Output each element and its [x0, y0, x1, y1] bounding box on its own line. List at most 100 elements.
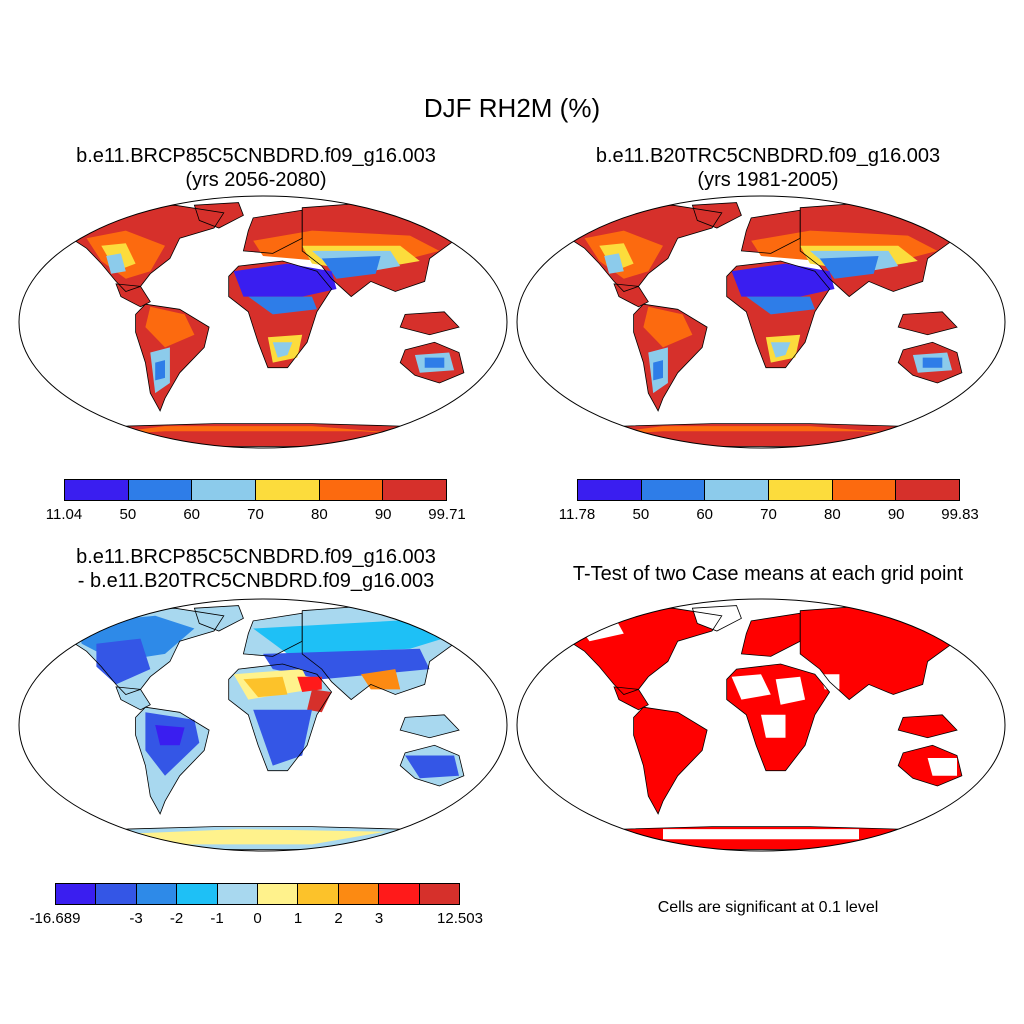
coastline-af [228, 260, 333, 369]
rh-region [145, 306, 195, 348]
map-border [18, 598, 508, 852]
colorbar-swatch [136, 884, 178, 904]
panel-3-title: b.e11.BRCP85C5CNBDRD.f09_g16.003 - b.e11… [0, 545, 512, 593]
significant-region [927, 758, 957, 776]
significant-region [663, 829, 859, 840]
diff-region [405, 755, 459, 779]
colorbar-label: -1 [210, 910, 224, 927]
colorbar-swatch [832, 480, 897, 500]
coastline-au [399, 744, 465, 787]
panel-1-title-line2: (yrs 2056-2080) [185, 169, 327, 191]
coastline-idn [897, 311, 958, 336]
colorbar-label: 80 [310, 506, 328, 523]
diff-region [297, 676, 322, 692]
colorbar-swatch [96, 884, 137, 904]
colorbar-swatch [319, 480, 384, 500]
significant-region [614, 686, 649, 710]
coastline-af [726, 260, 831, 369]
diff-region [96, 638, 151, 685]
coastline-idn [399, 714, 460, 739]
rh-region [604, 253, 624, 274]
colorbar-label: 11.04 [45, 506, 83, 523]
rh-region [106, 253, 126, 274]
colorbar-label: 2 [334, 910, 343, 927]
coastline-sa [135, 303, 210, 412]
significant-region [692, 605, 742, 631]
panel-1-title-line1: b.e11.BRCP85C5CNBDRD.f09_g16.003 [76, 145, 436, 167]
colorbar-label: 90 [374, 506, 392, 523]
colorbar-swatch [56, 884, 97, 904]
coastline-sa [135, 706, 210, 815]
colorbar-swatch [128, 480, 193, 500]
coastline-au [897, 744, 963, 787]
coastline-gl [193, 202, 244, 229]
colorbar-label: 50 [119, 506, 137, 523]
significant-region [731, 674, 771, 700]
panel-3-map [18, 598, 508, 852]
diff-region [400, 714, 459, 738]
rh-region [116, 283, 151, 307]
colorbar-swatch [258, 884, 299, 904]
significant-region [741, 613, 801, 657]
coastline-idn [399, 311, 460, 336]
rh-region [653, 360, 663, 381]
colorbar-swatch [338, 884, 380, 904]
coastline-sa [633, 303, 708, 412]
diff-region [155, 725, 185, 746]
panel-2-title-line1: b.e11.B20TRC5CNBDRD.f09_g16.003 [595, 145, 941, 167]
colorbar-label: 3 [374, 910, 384, 927]
map-border [516, 195, 1006, 449]
map-border [18, 195, 508, 449]
coastline-au [399, 341, 465, 384]
panel-3-title-line1: b.e11.BRCP85C5CNBDRD.f09_g16.003 [76, 546, 436, 568]
diff-region [307, 689, 332, 713]
coastline-na [66, 204, 225, 292]
diff-region [253, 618, 459, 654]
coastline-na [564, 607, 723, 695]
panel-4-title: T-Test of two Case means at each grid po… [572, 563, 964, 585]
colorbar-label: 60 [696, 506, 713, 523]
colorbar-label: -2 [169, 910, 184, 927]
colorbar-swatch [641, 480, 706, 500]
rh-region [233, 263, 337, 297]
coastline-na [564, 204, 723, 292]
coastline-gl [691, 202, 742, 229]
rh-region [746, 296, 815, 315]
colorbar-label: 11.78 [558, 506, 596, 523]
rh-region [922, 357, 943, 368]
colorbar-label: 0 [253, 910, 262, 927]
coastline-na [66, 607, 225, 695]
panel-3-colorbar [55, 883, 460, 905]
rh-region [248, 296, 317, 315]
rh-region [770, 342, 791, 358]
colorbar-swatch [192, 480, 257, 500]
colorbar-swatch [578, 480, 642, 500]
colorbar-swatch [65, 480, 129, 500]
rh-region [731, 263, 835, 297]
colorbar-swatch [379, 884, 420, 904]
significance-note: Cells are significant at 0.1 level [657, 899, 879, 916]
coastline-idn [897, 714, 958, 739]
rh-region [155, 360, 165, 381]
panel-1-colorbar [64, 479, 447, 501]
colorbar-swatch [256, 480, 320, 500]
rh-region [614, 283, 649, 307]
rh-region [321, 256, 381, 279]
panel-2-title: b.e11.B20TRC5CNBDRD.f09_g16.003 (yrs 198… [512, 144, 1024, 192]
coastline-af [726, 663, 831, 772]
colorbar-swatch [769, 480, 833, 500]
diff-region [253, 709, 312, 766]
colorbar-label: 99.71 [428, 506, 466, 523]
diff-region [116, 829, 386, 845]
rh-region [643, 306, 693, 348]
panel-3-title-line2: - b.e11.B20TRC5CNBDRD.f09_g16.003 [77, 570, 435, 592]
significant-region [775, 676, 806, 705]
significant-region [898, 714, 957, 738]
colorbar-label: 50 [632, 506, 650, 523]
colorbar-swatch [177, 884, 218, 904]
rh-region [400, 311, 459, 335]
rh-region [819, 256, 879, 279]
coastline-gl [691, 605, 742, 632]
diff-region [243, 676, 288, 698]
map-border [516, 598, 1006, 852]
